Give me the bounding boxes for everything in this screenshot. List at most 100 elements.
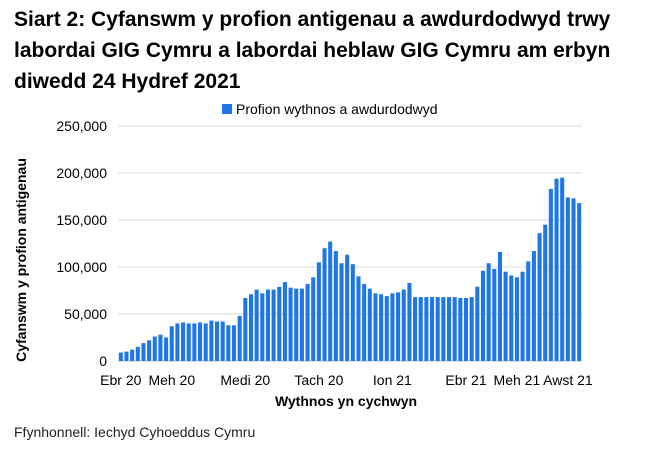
bar <box>446 297 452 361</box>
bar <box>362 283 367 361</box>
bar <box>350 264 355 361</box>
bar <box>390 293 395 361</box>
bar <box>554 178 559 361</box>
bar <box>497 251 502 361</box>
bar <box>214 321 220 361</box>
bar <box>282 282 287 361</box>
bar <box>203 323 208 361</box>
bar <box>384 296 389 361</box>
bar <box>328 241 333 361</box>
bar <box>577 203 582 361</box>
bar <box>509 275 514 361</box>
bar <box>175 323 180 361</box>
bar <box>158 334 163 361</box>
bar <box>294 288 299 361</box>
bar <box>248 294 254 361</box>
bar <box>169 326 174 361</box>
x-axis-label: Wythnos yn cychwyn <box>275 393 417 409</box>
bar <box>430 297 435 361</box>
bar <box>254 289 259 361</box>
source-note: Ffynhonnell: Iechyd Cyhoeddus Cymru <box>14 424 256 440</box>
bar <box>565 197 570 361</box>
x-tick-label: Ebr 20 <box>100 372 141 388</box>
bar <box>147 340 152 361</box>
legend-swatch <box>222 104 232 114</box>
x-tick-label: Meh 20 <box>148 372 195 388</box>
bar <box>486 263 491 361</box>
y-tick-label: 250,000 <box>56 118 107 134</box>
bars <box>118 177 582 361</box>
y-tick-label: 100,000 <box>56 259 107 275</box>
bar <box>186 323 191 361</box>
bar <box>463 298 469 361</box>
bar <box>135 346 140 361</box>
bar <box>452 297 457 361</box>
bar <box>333 251 338 361</box>
legend: Profion wythnos a awdurdodwyd <box>222 101 438 117</box>
y-axis-label: Cyfanswm y profion antigenau <box>13 158 29 362</box>
bar <box>322 248 327 361</box>
x-tick-label: Meh 21 <box>494 372 541 388</box>
x-tick-label: Ebr 21 <box>445 372 486 388</box>
bar <box>152 336 157 361</box>
bar <box>141 343 146 361</box>
bar <box>424 297 429 361</box>
bar <box>418 297 423 361</box>
bar <box>367 288 372 361</box>
bar <box>435 297 440 361</box>
y-tick-label: 200,000 <box>56 165 107 181</box>
x-tick-label: Tach 20 <box>294 372 343 388</box>
bar <box>305 283 310 361</box>
bar <box>458 298 463 361</box>
bar <box>480 270 486 361</box>
bar <box>130 349 135 361</box>
bar <box>407 282 412 361</box>
bar <box>265 289 270 361</box>
bar <box>475 286 480 361</box>
bar <box>537 233 542 361</box>
bar <box>345 254 350 361</box>
bar <box>560 177 565 361</box>
bar <box>118 352 123 361</box>
x-tick-label: Awst 21 <box>543 372 593 388</box>
bar <box>220 321 225 361</box>
bar <box>401 289 406 361</box>
bar <box>413 297 418 361</box>
legend-label: Profion wythnos a awdurdodwyd <box>236 101 438 117</box>
bar <box>531 251 536 361</box>
bar <box>164 337 169 361</box>
bar <box>356 276 361 361</box>
bar <box>181 322 186 361</box>
y-tick-label: 150,000 <box>56 212 107 228</box>
bar <box>492 268 497 361</box>
bar <box>571 198 576 361</box>
bar <box>226 325 231 361</box>
bar <box>526 261 531 361</box>
bar <box>543 224 548 361</box>
bar <box>124 351 129 361</box>
bar <box>503 271 508 361</box>
bar <box>260 293 265 361</box>
bar <box>311 277 316 361</box>
bar <box>520 271 525 361</box>
bar <box>288 287 293 361</box>
bar <box>231 325 237 361</box>
bar <box>316 262 321 361</box>
x-tick-label: Ion 21 <box>373 372 412 388</box>
bar <box>339 263 344 361</box>
bar <box>548 188 553 361</box>
bar <box>396 292 401 361</box>
bar <box>299 288 304 361</box>
bar <box>192 323 197 361</box>
bar <box>237 315 242 361</box>
bar <box>469 297 474 361</box>
bar <box>277 286 282 361</box>
bar <box>373 293 378 361</box>
bar <box>198 322 203 361</box>
bar <box>209 320 214 361</box>
bar <box>243 298 248 361</box>
y-tick-label: 50,000 <box>64 306 107 322</box>
x-axis-ticks: Ebr 20 Meh 20 Medi 20 Tach 20 Ion 21 Ebr 21 Me… <box>100 372 593 388</box>
y-tick-label: 0 <box>99 353 107 369</box>
